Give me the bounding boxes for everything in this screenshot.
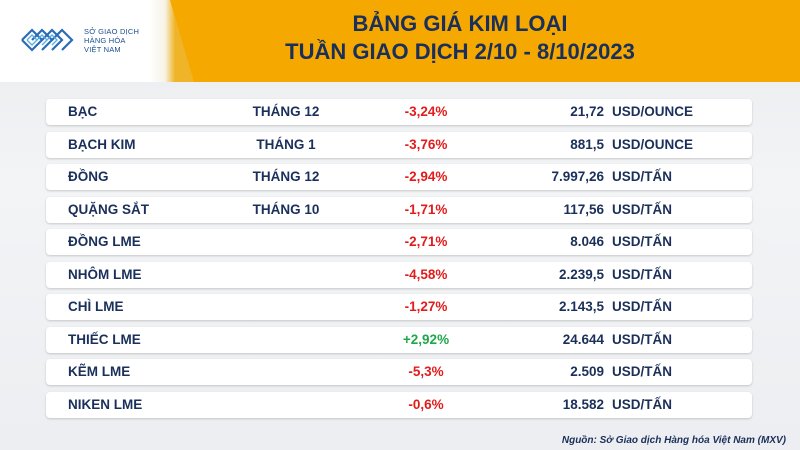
metal-name: KẼM LME <box>68 364 131 379</box>
logo-line-2: HÀNG HÓA <box>84 35 126 45</box>
price-value: 2.143,5 <box>558 299 604 314</box>
table-row: CHÌ LME -1,27% 2.143,5 USD/TẤN <box>46 294 752 320</box>
mxv-logo: SỞ GIAO DỊCH HÀNG HÓA VIỆT NAM <box>18 20 139 60</box>
price-change: -1,71% <box>404 201 448 217</box>
price-value: 2.509 <box>570 364 604 379</box>
table-row: THIẾC LME +2,92% 24.644 USD/TẤN <box>46 326 752 353</box>
metal-name: NHÔM LME <box>68 266 142 282</box>
source-note: Nguồn: Sở Giao dịch Hàng hóa Việt Nam (M… <box>561 435 786 446</box>
logo-text: SỞ GIAO DỊCH HÀNG HÓA VIỆT NAM <box>84 27 139 54</box>
table-row: NHÔM LME -4,58% 2.239,5 USD/TẤN <box>46 261 752 288</box>
page-subtitle: TUẦN GIAO DỊCH 2/10 - 8/10/2023 <box>285 39 635 64</box>
price-value: 117,56 <box>563 201 604 217</box>
price-value: 8.046 <box>570 234 604 249</box>
header-band <box>0 0 800 82</box>
page-title: BẢNG GIÁ KIM LOẠI <box>352 11 568 36</box>
price-change: -3,24% <box>404 104 448 119</box>
price-value: 7.997,26 <box>551 169 604 184</box>
metal-name: THIẾC LME <box>68 331 141 347</box>
metal-name: ĐỒNG LME <box>68 234 141 249</box>
header-title-band <box>170 0 800 82</box>
price-unit: USD/TẤN <box>612 169 672 184</box>
table-row: QUẶNG SẮT THÁNG 10 -1,71% 117,56 USD/TẤN <box>46 196 752 223</box>
metal-name: BẠCH KIM <box>68 136 136 152</box>
table-row: ĐỒNG THÁNG 12 -2,94% 7.997,26 USD/TẤN <box>46 164 752 190</box>
price-change: -1,27% <box>404 299 448 314</box>
table-row: BẠC THÁNG 12 -3,24% 21,72 USD/OUNCE <box>46 99 752 125</box>
price-value: 2.239,5 <box>558 266 604 282</box>
logo-line-3: VIỆT NAM <box>84 44 121 54</box>
price-unit: USD/OUNCE <box>612 136 694 152</box>
contract-month: THÁNG 1 <box>256 136 316 152</box>
price-change: -0,6% <box>408 396 444 412</box>
price-unit: USD/TẤN <box>612 201 672 217</box>
metal-price-table: BẠC THÁNG 12 -3,24% 21,72 USD/OUNCE BẠCH… <box>46 99 752 424</box>
mxv-logo-icon <box>21 28 74 52</box>
contract-month: THÁNG 10 <box>252 201 320 217</box>
table-row: BẠCH KIM THÁNG 1 -3,76% 881,5 USD/OUNCE <box>46 131 752 158</box>
logo-line-1: SỞ GIAO DỊCH <box>84 26 140 36</box>
price-unit: USD/TẤN <box>612 266 672 282</box>
price-change: +2,92% <box>402 331 450 347</box>
price-unit: USD/OUNCE <box>612 104 694 119</box>
price-unit: USD/TẤN <box>612 234 672 249</box>
metal-name: CHÌ LME <box>68 299 124 314</box>
metal-name: ĐỒNG <box>68 169 109 184</box>
price-change: -4,58% <box>404 266 448 282</box>
price-change: -2,71% <box>404 234 448 249</box>
price-change: -2,94% <box>404 169 448 184</box>
metal-name: BẠC <box>68 104 98 119</box>
price-change: -5,3% <box>408 364 444 379</box>
price-unit: USD/TẤN <box>612 331 672 347</box>
table-row: ĐỒNG LME -2,71% 8.046 USD/TẤN <box>46 229 752 255</box>
price-value: 881,5 <box>570 136 604 152</box>
price-unit: USD/TẤN <box>612 396 672 412</box>
table-row: NIKEN LME -0,6% 18.582 USD/TẤN <box>46 391 752 418</box>
contract-month: THÁNG 12 <box>252 169 320 184</box>
price-unit: USD/TẤN <box>612 364 672 379</box>
price-unit: USD/TẤN <box>612 299 672 314</box>
contract-month: THÁNG 12 <box>252 104 320 119</box>
price-value: 21,72 <box>570 104 604 119</box>
table-row: KẼM LME -5,3% 2.509 USD/TẤN <box>46 359 752 385</box>
metal-name: QUẶNG SẮT <box>68 201 149 217</box>
price-value: 24.644 <box>562 331 604 347</box>
price-value: 18.582 <box>562 396 604 412</box>
price-change: -3,76% <box>404 136 448 152</box>
metal-name: NIKEN LME <box>68 396 143 412</box>
